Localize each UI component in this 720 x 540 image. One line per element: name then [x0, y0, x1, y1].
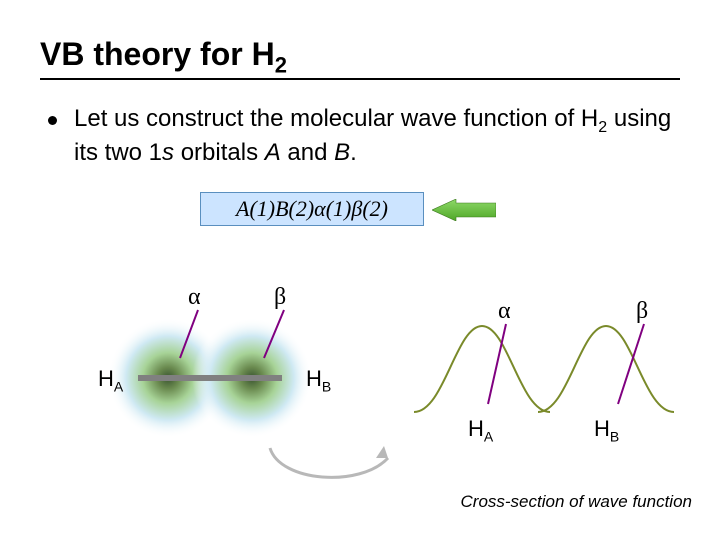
bullet-icon: [48, 116, 57, 125]
arrow-green-icon: [432, 199, 496, 221]
label-ha-right: HA: [468, 416, 493, 444]
alpha-right: α: [498, 298, 511, 325]
beta-right: β: [636, 298, 648, 325]
label-hb-right: HB: [594, 416, 619, 444]
alpha-left: α: [188, 284, 201, 311]
formula-box: A(1)B(2)α(1)β(2): [200, 192, 424, 226]
cross-section-diagram: α β HA HB: [390, 280, 690, 450]
orbital-svg: [80, 280, 340, 450]
caption-text: Cross-section of wave function: [461, 492, 693, 512]
title-sub: 2: [275, 52, 287, 77]
title-main: VB theory for H: [40, 36, 275, 72]
formula-text: A(1)B(2)α(1)β(2): [236, 196, 388, 221]
title-underline: [40, 78, 680, 80]
beta-left: β: [274, 284, 286, 311]
orbital-diagram: α β HA HB: [80, 280, 340, 450]
curve-a: [414, 326, 550, 412]
bullet-text: Let us construct the molecular wave func…: [74, 104, 684, 168]
curved-arrow-icon: [260, 440, 400, 490]
label-ha-left: HA: [98, 366, 123, 394]
curve-b: [538, 326, 674, 412]
slide-title: VB theory for H2: [40, 36, 287, 78]
label-hb-left: HB: [306, 366, 331, 394]
